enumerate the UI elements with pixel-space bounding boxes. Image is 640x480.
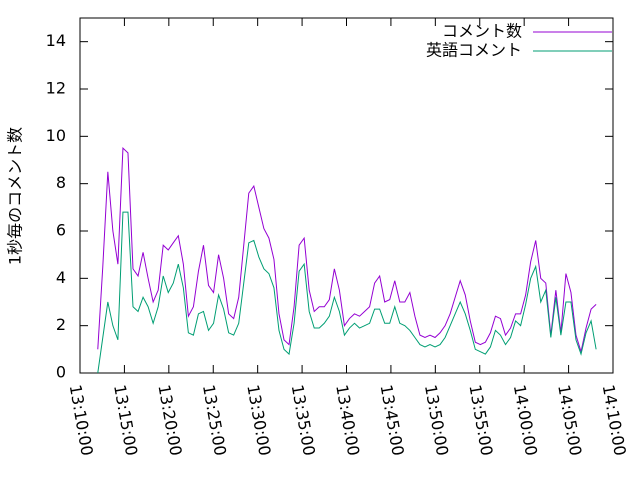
x-tick-label: 13:30:00 xyxy=(243,383,274,457)
x-tick-label: 13:35:00 xyxy=(288,383,319,457)
x-tick-label: 13:10:00 xyxy=(66,383,97,457)
y-tick-label: 10 xyxy=(46,126,66,145)
y-tick-label: 12 xyxy=(46,79,66,98)
x-tick-label: 13:45:00 xyxy=(377,383,408,457)
x-tick-label: 13:50:00 xyxy=(421,383,452,457)
series-line xyxy=(97,211,597,374)
y-tick-label: 2 xyxy=(56,315,66,334)
x-tick-label: 14:00:00 xyxy=(510,383,541,457)
legend-label: 英語コメント xyxy=(426,41,522,60)
x-tick-label: 14:10:00 xyxy=(599,383,630,457)
x-tick-label: 13:15:00 xyxy=(110,383,141,457)
y-tick-label: 8 xyxy=(56,173,66,192)
series-line xyxy=(97,147,597,352)
plot-border xyxy=(79,17,614,374)
x-tick-label: 13:20:00 xyxy=(154,383,185,457)
x-tick-label: 13:55:00 xyxy=(465,383,496,457)
y-tick-label: 14 xyxy=(46,31,66,50)
legend-label: コメント数 xyxy=(442,22,522,41)
y-tick-label: 6 xyxy=(56,221,66,240)
x-tick-label: 14:05:00 xyxy=(554,383,585,457)
y-tick-label: 4 xyxy=(56,268,66,287)
x-tick-label: 13:25:00 xyxy=(199,383,230,457)
y-axis-label: 1秒毎のコメント数 xyxy=(6,127,25,265)
y-tick-label: 0 xyxy=(56,363,66,382)
x-tick-label: 13:40:00 xyxy=(332,383,363,457)
